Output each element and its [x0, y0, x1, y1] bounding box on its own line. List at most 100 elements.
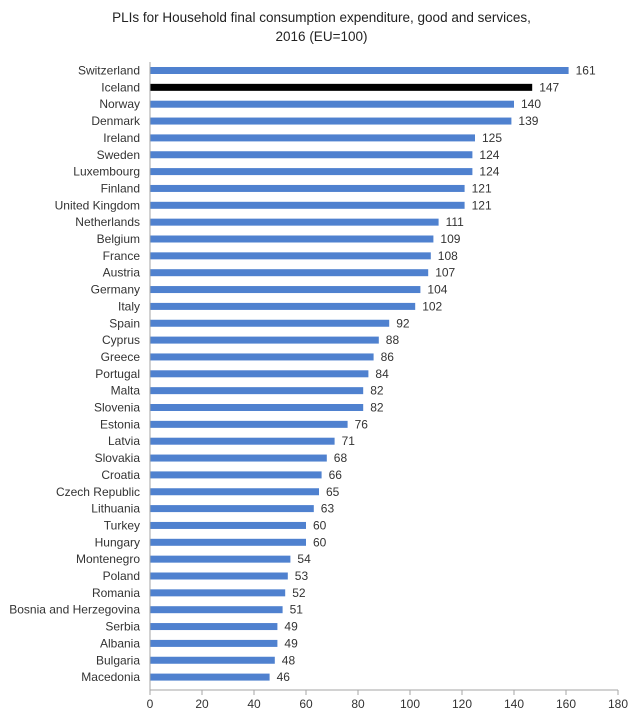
value-label-france: 108: [438, 249, 458, 263]
x-tick-label-80: 80: [351, 697, 365, 711]
category-label-norway: Norway: [99, 97, 140, 111]
bar-slovakia: [150, 454, 327, 462]
bar-poland: [150, 572, 288, 580]
bar-denmark: [150, 117, 512, 125]
x-tick-label-40: 40: [247, 697, 261, 711]
category-label-cyprus: Cyprus: [102, 333, 140, 347]
category-label-malta: Malta: [111, 384, 141, 398]
x-tick-label-140: 140: [504, 697, 524, 711]
bar-greece: [150, 353, 374, 361]
value-label-lithuania: 63: [321, 502, 335, 516]
bar-lithuania: [150, 505, 314, 513]
category-label-france: France: [103, 249, 141, 263]
value-label-macedonia: 46: [277, 670, 291, 684]
category-label-italy: Italy: [118, 299, 140, 313]
category-label-iceland: Iceland: [101, 80, 140, 94]
category-label-albania: Albania: [100, 636, 140, 650]
bar-albania: [150, 639, 278, 647]
value-label-bosnia-and-herzegovina: 51: [290, 603, 304, 617]
bar-estonia: [150, 420, 348, 428]
chart-title: PLIs for Household final consumption exp…: [0, 8, 643, 46]
chart-title-line-2: 2016 (EU=100): [275, 29, 368, 44]
bar-bosnia-and-herzegovina: [150, 606, 283, 614]
category-label-czech-republic: Czech Republic: [56, 485, 140, 499]
x-tick-label-180: 180: [608, 697, 628, 711]
value-label-malta: 82: [370, 384, 384, 398]
x-tick-label-60: 60: [299, 697, 313, 711]
value-label-germany: 104: [427, 283, 447, 297]
value-label-netherlands: 111: [446, 215, 465, 229]
value-label-denmark: 139: [518, 114, 538, 128]
value-label-spain: 92: [396, 316, 410, 330]
value-label-cyprus: 88: [386, 333, 400, 347]
bar-czech-republic: [150, 488, 319, 496]
x-tick-label-0: 0: [147, 697, 154, 711]
bar-france: [150, 252, 431, 260]
bar-portugal: [150, 370, 369, 378]
x-tick-label-160: 160: [556, 697, 576, 711]
category-label-montenegro: Montenegro: [76, 552, 140, 566]
bar-romania: [150, 589, 286, 597]
value-label-hungary: 60: [313, 535, 327, 549]
category-label-luxembourg: Luxembourg: [73, 165, 140, 179]
value-label-finland: 121: [472, 181, 492, 195]
bar-austria: [150, 269, 429, 277]
bar-sweden: [150, 151, 473, 159]
value-label-slovenia: 82: [370, 401, 384, 415]
category-label-bulgaria: Bulgaria: [96, 653, 140, 667]
bar-belgium: [150, 235, 434, 243]
value-label-serbia: 49: [284, 620, 298, 634]
category-label-greece: Greece: [101, 350, 141, 364]
bar-germany: [150, 286, 421, 294]
bar-hungary: [150, 538, 306, 546]
category-label-slovenia: Slovenia: [94, 401, 140, 415]
value-label-estonia: 76: [355, 417, 369, 431]
value-label-montenegro: 54: [297, 552, 311, 566]
category-label-spain: Spain: [109, 316, 140, 330]
bar-united-kingdom: [150, 201, 465, 209]
value-label-norway: 140: [521, 97, 541, 111]
value-label-albania: 49: [284, 636, 298, 650]
x-tick-label-20: 20: [195, 697, 209, 711]
bar-switzerland: [150, 67, 569, 74]
value-label-romania: 52: [292, 586, 306, 600]
category-label-romania: Romania: [92, 586, 140, 600]
category-label-ireland: Ireland: [103, 131, 140, 145]
value-label-belgium: 109: [440, 232, 460, 246]
value-label-slovakia: 68: [334, 451, 348, 465]
value-label-poland: 53: [295, 569, 309, 583]
value-label-portugal: 84: [375, 367, 389, 381]
value-label-latvia: 71: [342, 434, 356, 448]
bar-malta: [150, 387, 364, 395]
bar-slovenia: [150, 404, 364, 411]
value-label-austria: 107: [435, 266, 455, 280]
category-label-serbia: Serbia: [105, 620, 140, 634]
bar-latvia: [150, 437, 335, 445]
bar-iceland: [150, 83, 533, 91]
category-label-switzerland: Switzerland: [78, 64, 140, 78]
category-label-turkey: Turkey: [104, 518, 140, 532]
category-label-denmark: Denmark: [91, 114, 141, 128]
category-label-portugal: Portugal: [95, 367, 140, 381]
bar-croatia: [150, 471, 322, 479]
bar-norway: [150, 100, 514, 108]
bar-luxembourg: [150, 168, 473, 176]
category-label-macedonia: Macedonia: [81, 670, 140, 684]
value-label-switzerland: 161: [576, 64, 596, 78]
category-label-austria: Austria: [103, 266, 141, 280]
bar-macedonia: [150, 673, 270, 681]
bar-cyprus: [150, 336, 379, 344]
bars-layer: Switzerland 161 Iceland 147 Norway 140 Denmark…: [9, 64, 596, 685]
category-label-lithuania: Lithuania: [91, 502, 140, 516]
category-label-latvia: Latvia: [108, 434, 140, 448]
bar-montenegro: [150, 555, 291, 563]
value-label-croatia: 66: [329, 468, 343, 482]
bar-serbia: [150, 623, 278, 631]
category-label-hungary: Hungary: [95, 535, 140, 549]
category-label-netherlands: Netherlands: [75, 215, 140, 229]
value-label-iceland: 147: [539, 80, 559, 94]
category-label-germany: Germany: [91, 283, 140, 297]
category-label-poland: Poland: [103, 569, 140, 583]
value-label-sweden: 124: [479, 148, 499, 162]
